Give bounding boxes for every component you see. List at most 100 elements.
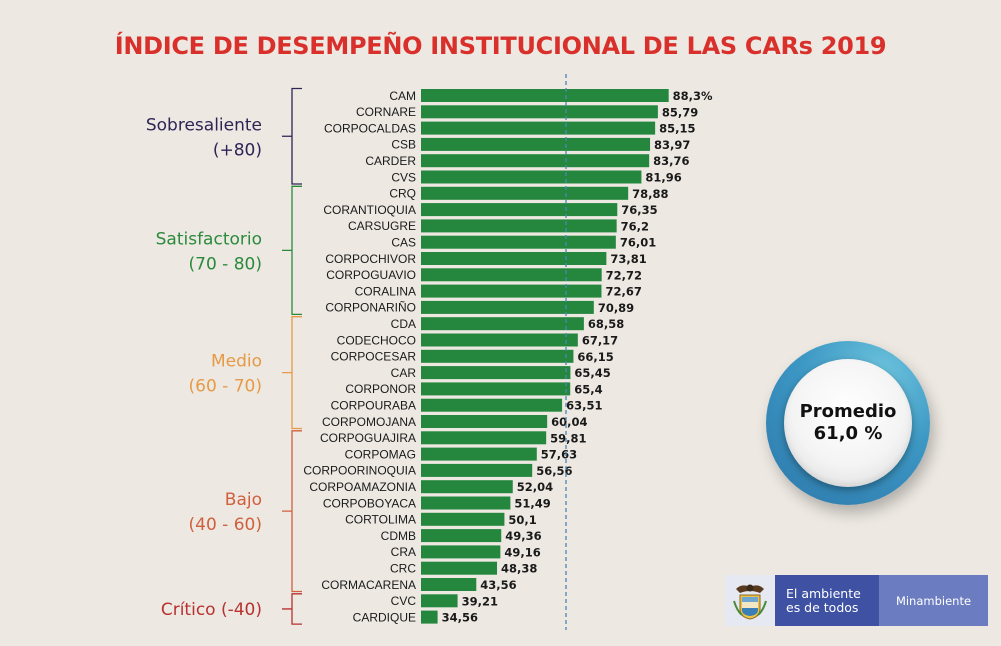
bar-row: CSB 83,97 (391, 138, 690, 152)
bar (421, 610, 438, 624)
bar-category-label: CAR (391, 366, 417, 380)
bar-row: CORPOCHIVOR 73,81 (325, 252, 646, 266)
bar-category-label: CORPOCHIVOR (325, 252, 416, 266)
ministry-logo: El ambiente es de todos Minambiente (725, 575, 988, 626)
bar-category-label: CRA (391, 545, 416, 559)
bar-value-label: 72,72 (606, 268, 642, 282)
bar-row: CVC 39,21 (391, 594, 498, 608)
bar (421, 121, 656, 135)
category-name: Sobresaliente (146, 115, 262, 135)
bar-value-label: 83,97 (654, 138, 690, 152)
bar-category-label: CORPOMAG (345, 447, 416, 461)
bar-category-label: CRQ (389, 187, 416, 201)
category-group: Medio (60 - 70) (189, 316, 302, 430)
bar-value-label: 65,45 (574, 366, 610, 380)
bar (421, 594, 458, 608)
bar-value-label: 57,63 (541, 448, 577, 462)
bar-value-label: 50,1 (508, 513, 536, 527)
category-range: (+80) (213, 140, 262, 160)
bar-row: CORPOCALDAS 85,15 (324, 121, 696, 135)
bar-value-label: 51,49 (514, 497, 550, 511)
bar (421, 252, 607, 265)
bar (421, 154, 650, 168)
bar (421, 496, 511, 510)
bar-row: CORANTIOQUIA 76,35 (323, 203, 657, 217)
bar (421, 415, 548, 428)
bar-category-label: CORNARE (356, 105, 416, 119)
bar-category-label: CORPOBOYACA (323, 496, 416, 510)
category-name: Bajo (225, 490, 262, 510)
bar-value-label: 70,89 (598, 301, 634, 315)
bar (421, 349, 574, 363)
bar (421, 529, 502, 543)
bar (421, 105, 658, 119)
ministry-name: Minambiente (879, 575, 988, 626)
bar-category-label: CORPOAMAZONIA (309, 480, 416, 494)
bar-value-label: 68,58 (588, 317, 624, 331)
bar-row: CORPOAMAZONIA 52,04 (309, 480, 553, 494)
bar-row: CAS 76,01 (391, 236, 656, 250)
bar-value-label: 48,38 (501, 562, 537, 576)
bar-row: CARSUGRE 76,2 (348, 219, 649, 233)
bar (421, 545, 501, 559)
bar-value-label: 83,76 (653, 154, 689, 168)
bar-row: CORPOCESAR 66,15 (331, 350, 614, 364)
bar (421, 382, 571, 396)
bar-row: CORPOMAG 57,63 (345, 447, 578, 461)
bar-category-label: CORPOURABA (331, 399, 416, 413)
bar-value-label: 85,79 (662, 105, 698, 119)
bar-category-label: CORTOLIMA (345, 513, 416, 527)
bar-category-label: CVC (391, 594, 417, 608)
bar-category-label: CORALINA (355, 284, 416, 298)
bar-category-label: CORPOCALDAS (324, 121, 416, 135)
bar-category-label: CORPOGUAJIRA (320, 431, 416, 445)
category-range: (60 - 70) (189, 377, 262, 397)
bar-value-label: 60,04 (551, 415, 587, 429)
bar (421, 186, 629, 200)
bar-row: CORPOBOYACA 51,49 (323, 496, 551, 510)
bar-row: CODECHOCO 67,17 (337, 333, 619, 347)
bar-category-label: CDA (391, 317, 416, 331)
bar-value-label: 63,51 (566, 399, 602, 413)
bar-value-label: 34,56 (442, 611, 478, 625)
bar-category-label: CORPOORINOQUIA (303, 464, 416, 478)
bar-row: CARDER 83,76 (365, 154, 689, 168)
bar (421, 447, 537, 461)
bar (421, 170, 642, 184)
bar-category-label: CRC (390, 562, 416, 576)
bar-value-label: 39,21 (462, 594, 498, 608)
bar-value-label: 52,04 (517, 480, 553, 494)
bar (421, 235, 616, 249)
bar-value-label: 59,81 (550, 431, 586, 445)
bar-category-label: CARSUGRE (348, 219, 416, 233)
bar-value-label: 43,56 (480, 578, 516, 592)
bar-row: CORPONOR 65,4 (345, 382, 602, 396)
bar (421, 284, 602, 298)
bar (421, 203, 618, 217)
average-badge-inner: Promedio 61,0 % (784, 359, 912, 487)
colombia-coat-of-arms-icon (725, 575, 775, 626)
bar (421, 463, 533, 477)
bar-value-label: 56,56 (536, 464, 572, 478)
category-bracket (282, 593, 302, 625)
bar-category-label: CORPONARIÑO (325, 301, 416, 315)
bar-category-label: CAM (389, 89, 416, 103)
bar (421, 578, 477, 591)
bar (421, 480, 513, 494)
bar (421, 398, 563, 412)
average-badge: Promedio 61,0 % (766, 341, 930, 505)
average-label: Promedio (799, 401, 897, 422)
bar-row: CORPOGUAVIO 72,72 (326, 268, 642, 282)
bar (421, 512, 505, 526)
category-name: Medio (211, 352, 262, 372)
bar-value-label: 76,01 (620, 236, 656, 250)
chart-title: ÍNDICE DE DESEMPEÑO INSTITUCIONAL DE LAS… (114, 32, 887, 60)
slogan-line-2: es de todos (786, 599, 859, 615)
bar-category-label: CDMB (381, 529, 416, 543)
bar-row: CRA 49,16 (391, 545, 541, 559)
bar-row: CRQ 78,88 (389, 187, 668, 201)
bar-value-label: 88,3% (673, 89, 713, 103)
bar-row: CRC 48,38 (390, 562, 537, 576)
category-brackets: Sobresaliente (+80) Satisfactorio (70 - 80)… (146, 87, 302, 625)
bar-row: CDA 68,58 (391, 317, 625, 331)
